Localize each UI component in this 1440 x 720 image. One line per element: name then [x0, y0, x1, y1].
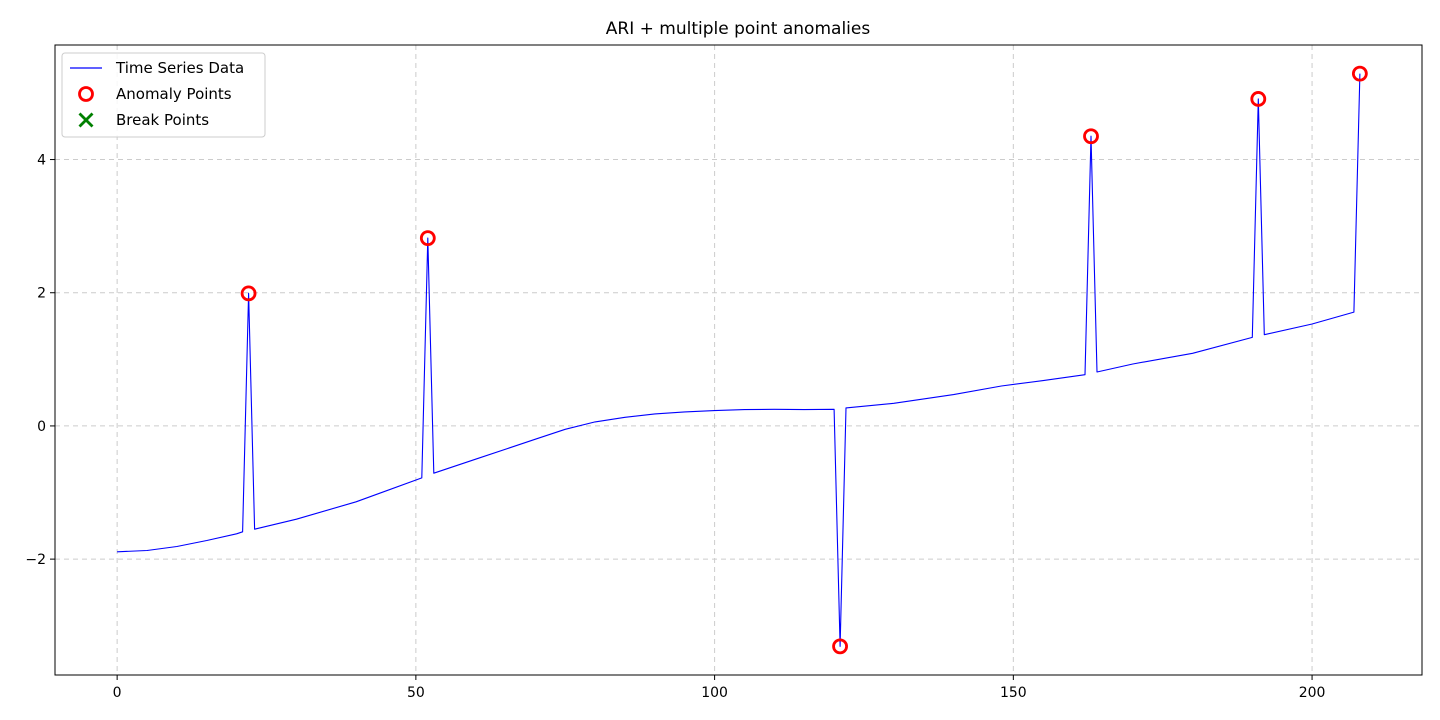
x-tick-label: 200: [1299, 685, 1326, 701]
y-tick-label: 0: [37, 419, 46, 435]
ticks-layer: 0 50 100 150 200 −2 0 2 4: [25, 153, 1325, 701]
legend-circle-swatch: [78, 86, 94, 102]
series-layer: [117, 73, 1361, 647]
markers-layer: [240, 65, 1368, 655]
chart-title: ARI + multiple point anomalies: [606, 19, 871, 39]
anomaly-point: [1250, 91, 1267, 107]
x-tick-label: 100: [701, 685, 728, 701]
y-tick-label: −2: [25, 552, 46, 568]
anomaly-point: [240, 285, 257, 302]
legend-label: Anomaly Points: [116, 85, 232, 103]
legend: Time Series Data Anomaly Points Break Poin…: [61, 52, 266, 138]
y-tick-label: 2: [37, 286, 46, 302]
x-tick-label: 150: [1000, 685, 1027, 701]
anomaly-point: [832, 638, 848, 655]
legend-x-swatch: [78, 112, 94, 128]
time-series-line: [117, 73, 1361, 647]
grid-layer: [55, 45, 1422, 675]
plot-frame: [54, 44, 1423, 676]
x-tick-label: 50: [407, 685, 425, 701]
anomaly-point: [419, 230, 436, 247]
legend-box: [61, 52, 266, 138]
legend-label: Break Points: [116, 111, 209, 129]
legend-label: Time Series Data: [115, 59, 244, 77]
x-tick-label: 0: [113, 685, 122, 701]
anomaly-point: [1083, 128, 1099, 145]
anomaly-point: [1351, 65, 1368, 82]
y-tick-label: 4: [37, 153, 46, 169]
